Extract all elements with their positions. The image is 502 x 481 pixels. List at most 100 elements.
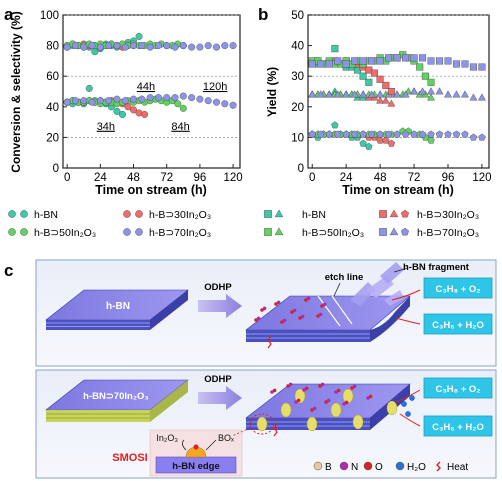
series-6 xyxy=(63,42,237,51)
x-tick-label: 120 xyxy=(223,172,242,184)
data-point xyxy=(334,57,342,65)
bottom-product-label: C₃H₆ + H₂O xyxy=(432,422,484,433)
in2o3-particle xyxy=(342,388,354,404)
data-point xyxy=(188,43,196,51)
data-point xyxy=(71,42,79,50)
panel-b: b 0 10 20 30 40 50 0 24 48 72 96 120 Time on stream… xyxy=(258,5,492,197)
data-point xyxy=(427,136,435,144)
atom-legend-label: H₂O xyxy=(407,462,426,473)
data-point xyxy=(376,75,384,83)
x-tick-label: 0 xyxy=(64,172,70,184)
data-point xyxy=(88,98,96,106)
legend-entry: h-B⊃50In₂O₃ xyxy=(264,227,364,239)
legend-label: h-BN xyxy=(34,209,58,221)
data-point xyxy=(141,110,149,118)
atom-legend-label: N xyxy=(351,462,358,473)
annotation-label: 84h xyxy=(171,121,189,133)
heat-icon-bottom xyxy=(273,423,278,437)
legend-entry: h-BN xyxy=(264,209,326,221)
preserved-slab xyxy=(245,382,415,435)
etch-line-label: etch line xyxy=(325,272,364,283)
data-point xyxy=(421,72,429,80)
data-point xyxy=(105,97,113,105)
molecule xyxy=(260,306,267,312)
data-point xyxy=(105,42,113,50)
legend-marker xyxy=(20,228,28,236)
series-7 xyxy=(63,92,237,109)
legend-entry: h-B⊃30In₂O₃ xyxy=(123,209,211,221)
y-tick-label: 20 xyxy=(291,102,304,114)
legend-entry: h-BN xyxy=(8,209,58,221)
product-box-bottom: C₃H₆ + H₂O xyxy=(423,415,493,437)
legend-marker xyxy=(20,210,28,218)
molecule xyxy=(334,388,341,394)
inset-in2o3-label: In₂O₃ xyxy=(156,433,178,443)
top-material-label: h-BN xyxy=(106,301,130,312)
data-point xyxy=(376,96,385,104)
data-point xyxy=(382,81,390,89)
molecule xyxy=(318,382,325,388)
data-point xyxy=(171,43,179,51)
molecule xyxy=(316,312,323,318)
etched-slab: etch line h-BN fragment xyxy=(245,262,470,342)
atom-legend-entry: H₂O xyxy=(395,461,426,473)
data-point xyxy=(410,54,418,62)
data-point xyxy=(385,54,393,62)
smosi-inset: h-BN edge In₂O₃ BOₓ SMOSI xyxy=(112,427,251,477)
data-point xyxy=(469,63,477,71)
data-point xyxy=(96,43,104,51)
atom-legend-label: B xyxy=(325,462,332,473)
legend-entry: h-B⊃30In₂O₃ xyxy=(379,209,479,221)
molecules-bottom xyxy=(270,382,415,417)
panel-c: c h-BN ODHP etch lin xyxy=(4,259,497,479)
legend-label: h-B⊃50In₂O₃ xyxy=(302,227,364,239)
feed-box-bottom: C₃H₈ + O₂ xyxy=(423,377,493,399)
data-point xyxy=(365,78,373,86)
legend-marker xyxy=(400,227,410,236)
data-point xyxy=(382,136,390,144)
data-point xyxy=(80,43,88,51)
bottom-arrow-label: ODHP xyxy=(204,374,232,385)
data-point xyxy=(452,130,461,138)
data-point xyxy=(387,87,395,95)
data-point xyxy=(80,97,88,105)
legend-label: h-B⊃30In₂O₃ xyxy=(149,209,211,221)
data-point xyxy=(444,130,452,138)
in2o3-particle xyxy=(306,416,318,432)
panel-c-letter: c xyxy=(4,261,13,280)
zoom-circle xyxy=(249,413,275,435)
data-point xyxy=(419,54,427,62)
data-point xyxy=(384,130,393,138)
legend-marker xyxy=(379,228,387,236)
data-point xyxy=(118,110,126,118)
data-point xyxy=(308,90,317,98)
legend-marker xyxy=(389,227,399,236)
data-point xyxy=(333,90,342,98)
data-point xyxy=(135,32,143,40)
y-tick-label: 0 xyxy=(53,163,59,175)
data-point xyxy=(418,130,427,138)
data-point xyxy=(146,94,154,102)
data-point xyxy=(317,130,325,138)
data-point xyxy=(154,42,162,50)
water-molecule xyxy=(405,411,411,417)
legend-marker xyxy=(274,209,284,218)
atom-legend-label: O xyxy=(375,462,383,473)
legend-marker xyxy=(379,210,387,218)
data-point xyxy=(229,42,237,50)
data-point xyxy=(460,90,469,98)
data-point xyxy=(359,90,368,98)
molecule xyxy=(302,386,309,392)
legend-marker xyxy=(389,209,399,218)
data-point xyxy=(469,133,478,141)
data-point xyxy=(174,100,182,108)
heat-icon-top xyxy=(267,335,272,349)
annotation-label: 34h xyxy=(97,121,115,133)
data-point xyxy=(171,94,179,102)
data-point xyxy=(113,107,121,115)
heat-arrow-bottom-2 xyxy=(399,413,421,427)
product-box-top: C₃H₆ + H₂O xyxy=(423,313,493,335)
data-point xyxy=(477,93,486,101)
in2o3-particle xyxy=(352,414,364,430)
